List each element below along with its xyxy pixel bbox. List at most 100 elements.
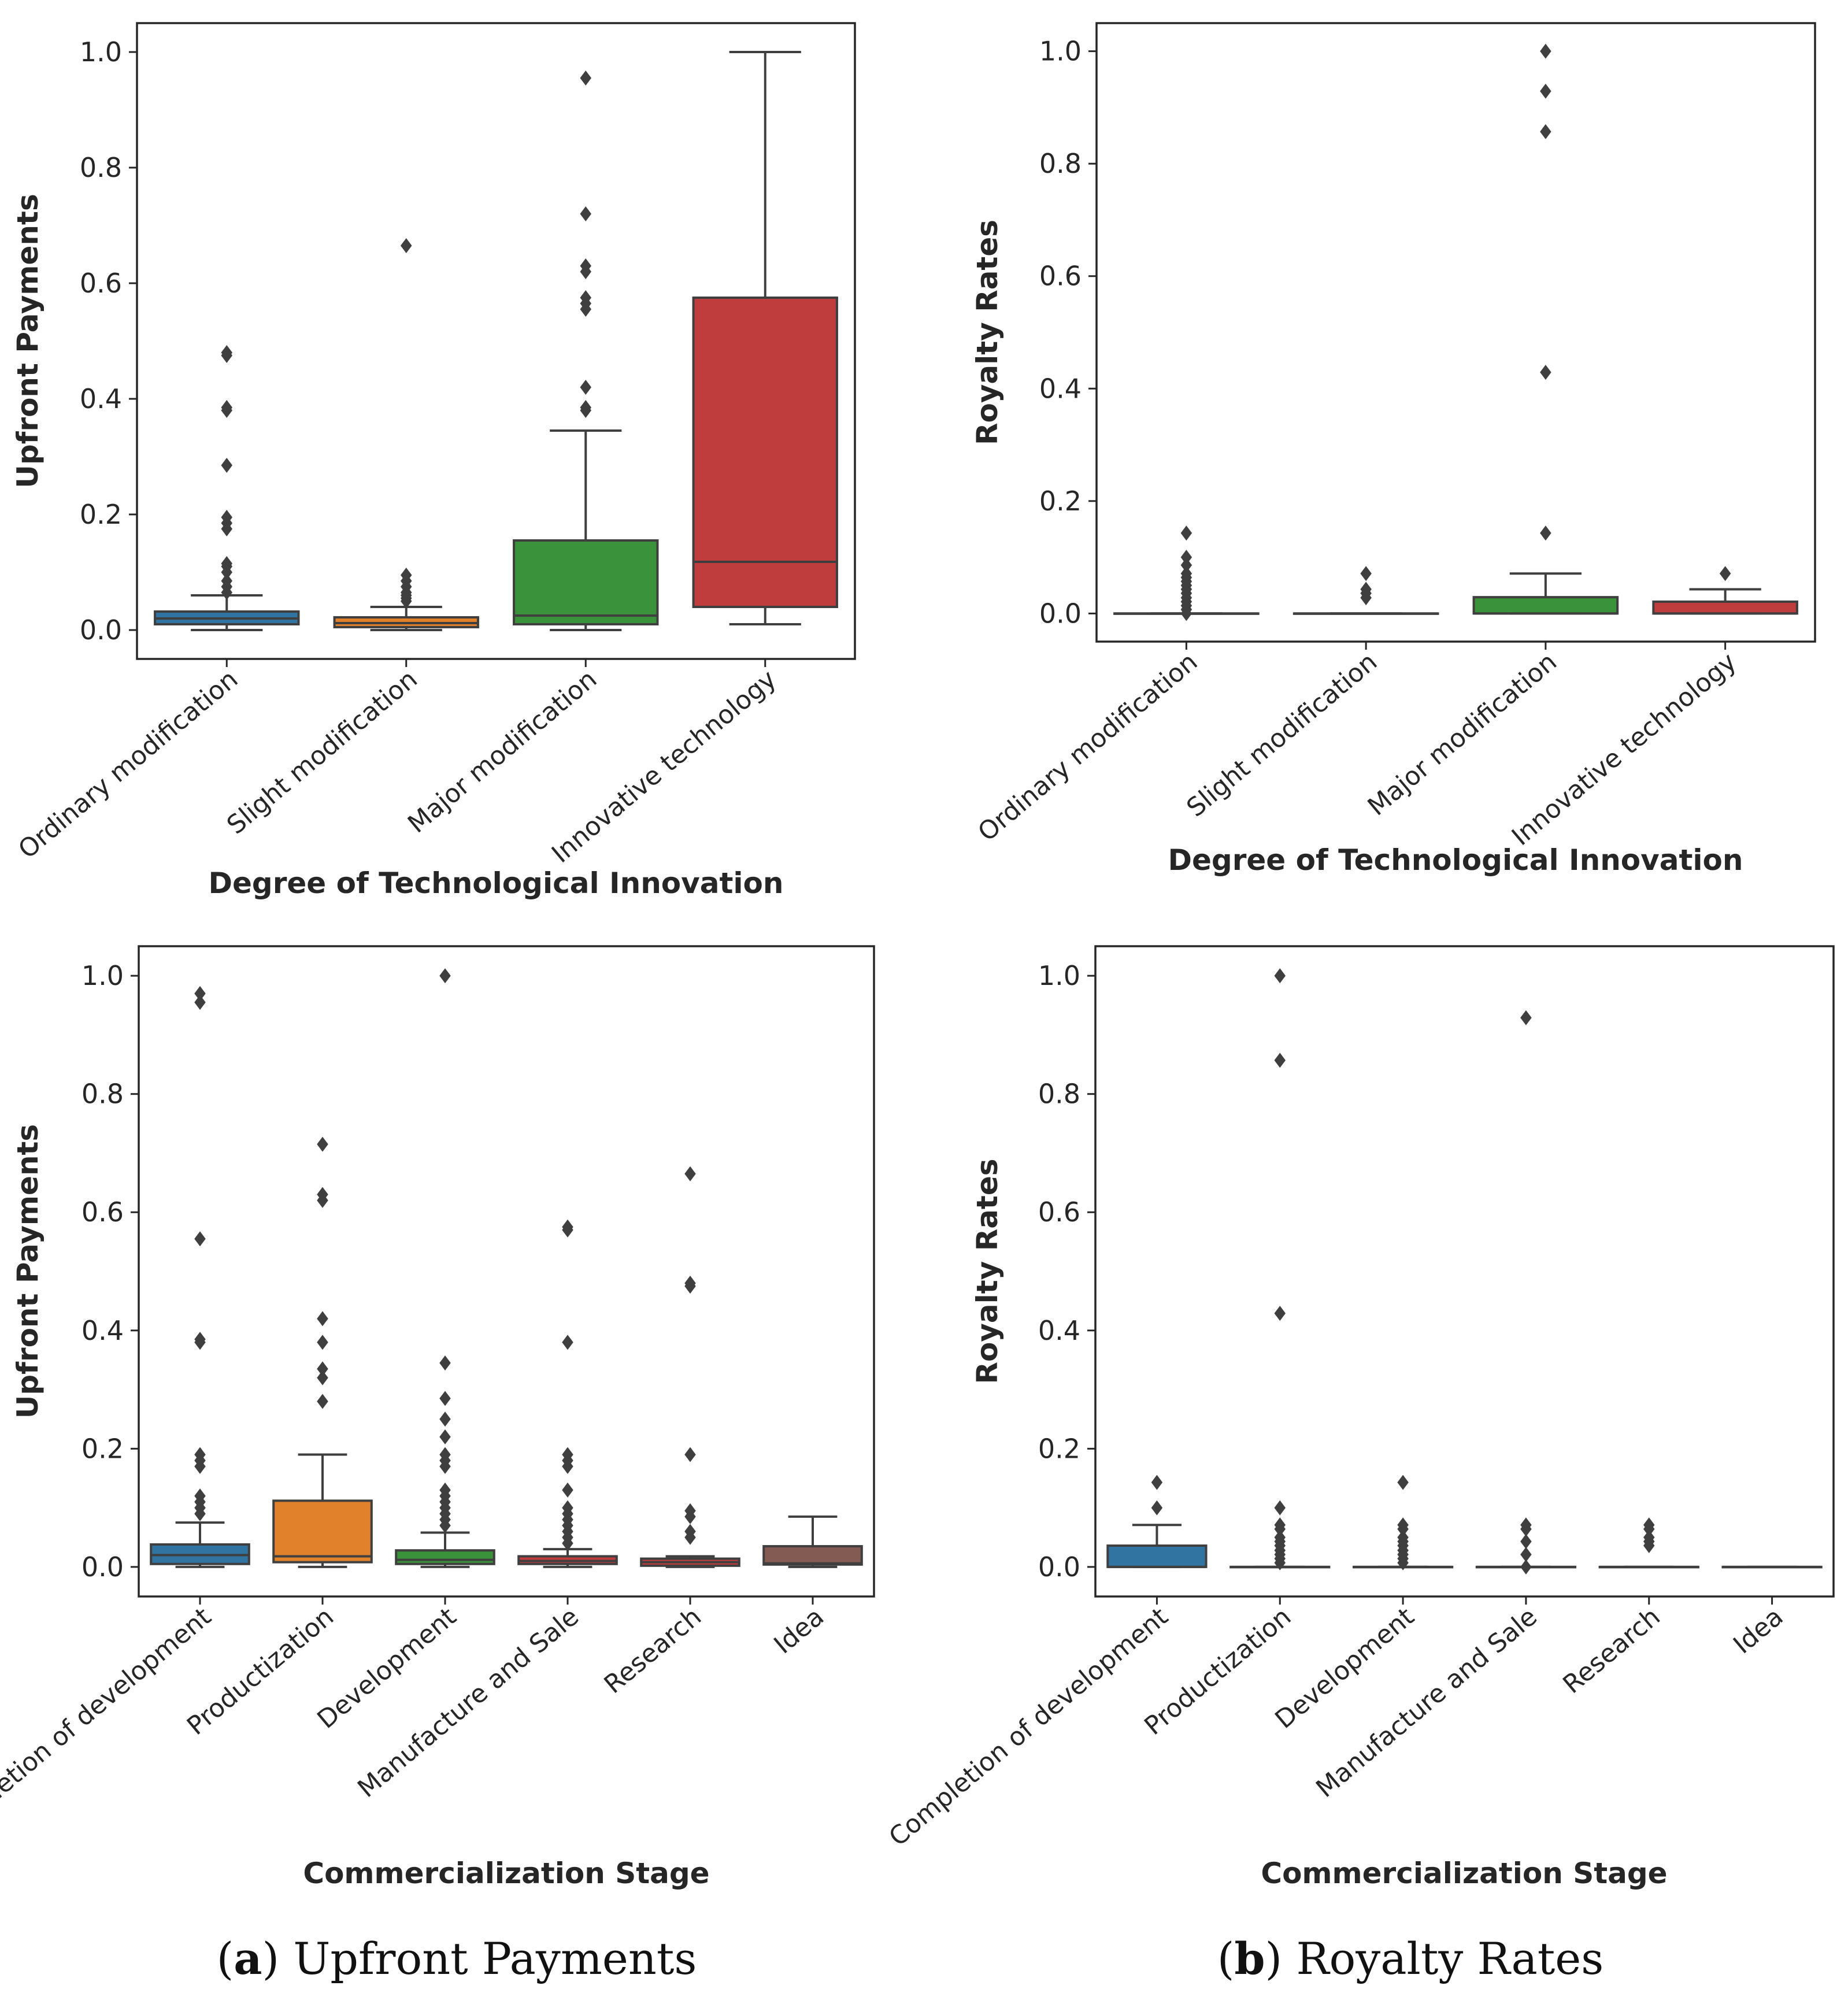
outlier-point — [562, 1219, 573, 1235]
outlier-point — [580, 380, 591, 395]
outlier-point — [1397, 1517, 1409, 1533]
outlier-point — [684, 1503, 696, 1518]
box-5 — [762, 1545, 863, 1566]
outlier-point — [194, 986, 206, 1001]
outlier-point — [194, 1231, 206, 1247]
outlier-point — [221, 510, 232, 525]
outlier-point — [1360, 566, 1372, 581]
y-tick-label: 0.8 — [1038, 1079, 1080, 1110]
outlier-point — [221, 345, 232, 360]
outlier-point — [1180, 550, 1193, 565]
outlier-point — [580, 290, 591, 305]
outlier-point — [1540, 124, 1551, 139]
y-tick-label: 0.4 — [1039, 373, 1082, 404]
outlier-point — [1274, 1306, 1286, 1321]
outlier-point — [1520, 1010, 1532, 1025]
y-tick-label: 0.0 — [1039, 598, 1082, 629]
outlier-point — [1520, 1559, 1532, 1575]
y-tick-label: 0.6 — [1038, 1196, 1080, 1228]
y-tick-label: 0.0 — [82, 1551, 124, 1583]
y-tick-label: 0.2 — [80, 499, 122, 530]
x-axis-label: Degree of Technological Innovation — [209, 866, 784, 900]
outlier-point — [684, 1447, 696, 1462]
y-tick-label: 0.6 — [82, 1196, 124, 1228]
outlier-point — [580, 400, 591, 415]
outlier-point — [1274, 1529, 1286, 1545]
y-tick-label: 1.0 — [80, 36, 122, 68]
outlier-point — [317, 1394, 328, 1409]
outlier-point — [1274, 968, 1286, 984]
y-axis-label: Upfront Payments — [11, 1124, 45, 1418]
outlier-point — [562, 1447, 573, 1462]
outlier-point — [317, 1311, 328, 1327]
outlier-point — [1180, 566, 1193, 581]
outlier-point — [580, 258, 591, 273]
caption-a-label: a — [234, 1933, 262, 1984]
outlier-point — [1397, 1475, 1409, 1490]
outlier-point — [439, 1447, 451, 1462]
outlier-point — [1151, 1500, 1163, 1516]
y-tick-label: 0.6 — [1039, 261, 1082, 292]
y-tick-label: 0.2 — [82, 1433, 124, 1464]
outlier-point — [221, 400, 232, 415]
y-tick-label: 0.2 — [1038, 1433, 1080, 1464]
outlier-point — [1274, 1500, 1286, 1516]
outlier-point — [194, 1447, 206, 1462]
y-tick-label: 0.0 — [1038, 1551, 1080, 1583]
outlier-point — [1520, 1547, 1532, 1562]
plot-frame — [136, 22, 856, 660]
outlier-point — [439, 1429, 451, 1444]
outlier-point — [221, 556, 232, 571]
outlier-point — [317, 1370, 328, 1386]
outlier-point — [1397, 1529, 1409, 1545]
plot-frame — [1095, 22, 1816, 643]
y-tick-label: 0.4 — [1038, 1315, 1080, 1346]
outlier-point — [562, 1482, 573, 1498]
outlier-point — [1180, 525, 1193, 541]
outlier-point — [401, 568, 412, 583]
caption-b: (b) Royalty Rates — [1217, 1933, 1604, 1984]
outlier-point — [684, 1166, 696, 1181]
outlier-point — [439, 1412, 451, 1427]
y-tick-label: 0.8 — [1039, 148, 1082, 179]
outlier-point — [1719, 566, 1731, 581]
y-tick-label: 0.2 — [1039, 486, 1082, 517]
y-tick-label: 0.4 — [82, 1315, 124, 1346]
plot-frame — [138, 945, 875, 1598]
outlier-point — [684, 1524, 696, 1539]
outlier-point — [317, 1335, 328, 1350]
box-2 — [1472, 596, 1619, 615]
y-axis-label: Upfront Payments — [11, 194, 45, 488]
outlier-point — [684, 1275, 696, 1291]
caption-a-text: Upfront Payments — [293, 1933, 697, 1984]
outlier-point — [1540, 525, 1551, 541]
caption-a: (a) Upfront Payments — [217, 1933, 697, 1984]
y-tick-label: 0.6 — [80, 268, 122, 299]
outlier-point — [1540, 83, 1551, 99]
y-tick-label: 1.0 — [82, 960, 124, 991]
x-axis-label: Degree of Technological Innovation — [1168, 843, 1743, 877]
outlier-point — [1520, 1533, 1532, 1549]
outlier-point — [1180, 557, 1193, 573]
outlier-point — [439, 1391, 451, 1406]
outlier-point — [439, 1482, 451, 1498]
outlier-point — [401, 238, 412, 253]
outlier-point — [317, 1136, 328, 1152]
outlier-point — [1643, 1517, 1655, 1533]
box-1 — [272, 1499, 373, 1564]
outlier-point — [1520, 1517, 1532, 1533]
x-axis-label: Commercialization Stage — [303, 1857, 709, 1890]
outlier-point — [1274, 1053, 1286, 1068]
caption-b-text: Royalty Rates — [1296, 1933, 1603, 1984]
outlier-point — [580, 206, 591, 221]
outlier-point — [194, 995, 206, 1010]
outlier-point — [1643, 1529, 1655, 1545]
y-tick-label: 1.0 — [1039, 36, 1082, 67]
outlier-point — [439, 1355, 451, 1371]
y-axis-label: Royalty Rates — [971, 220, 1004, 445]
y-tick-label: 0.0 — [80, 614, 122, 646]
y-tick-label: 0.8 — [80, 152, 122, 183]
outlier-point — [439, 968, 451, 984]
